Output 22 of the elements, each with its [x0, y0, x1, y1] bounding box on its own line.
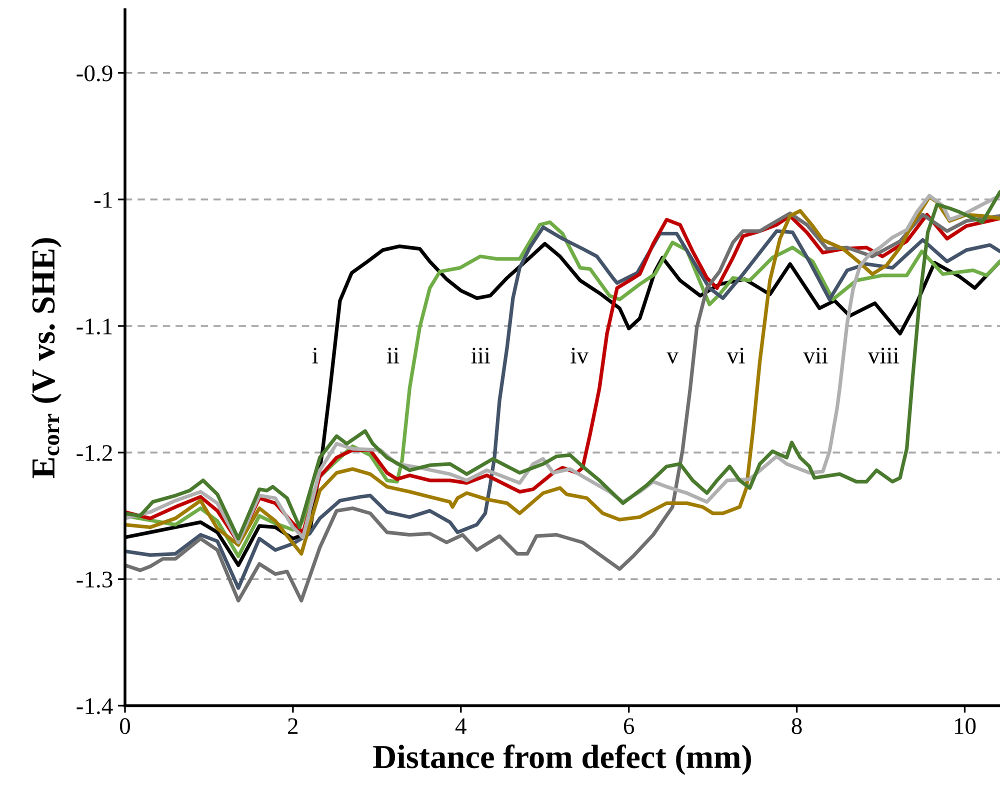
series-label: i [312, 348, 318, 364]
series-label: v [666, 352, 678, 364]
x-tick-label: 8 [792, 718, 802, 734]
y-tick-label: -1.1 [76, 318, 112, 335]
series-label: ii [386, 348, 400, 364]
x-axis-title: Distance from defect (mm) [373, 744, 751, 776]
series-label: viii [868, 348, 899, 364]
y-tick-label: -1.4 [76, 698, 113, 714]
series-label: iv [570, 348, 589, 364]
x-tick-label: 6 [624, 718, 634, 734]
x-tick-label: 0 [120, 718, 130, 734]
series-label: vi [726, 348, 745, 364]
x-tick-label: 4 [455, 718, 466, 734]
y-tick-label: -1.2 [76, 445, 112, 462]
series-label: iii [471, 348, 490, 364]
y-tick-label: -1.3 [76, 572, 112, 588]
series-label: vii [803, 348, 828, 364]
y-tick-label: -1 [94, 192, 112, 208]
y-tick-label: -0.9 [76, 65, 112, 82]
x-tick-label: 10 [955, 718, 976, 734]
y-axis-title: E$_{corr}$ (V vs. SHE) [31, 238, 62, 478]
x-tick-label: 2 [288, 718, 298, 734]
